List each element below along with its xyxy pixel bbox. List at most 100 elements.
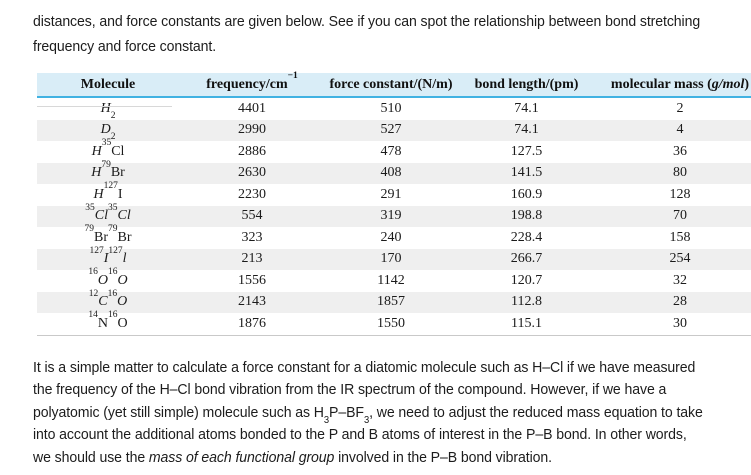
bond-length-cell: 141.5: [457, 162, 596, 184]
molecule-cell: 12C16O: [37, 288, 179, 313]
force-constant-cell: 319: [325, 205, 457, 227]
molecule-cell: 14N16O: [37, 310, 179, 336]
paragraph-line: into account the additional atoms bonded…: [33, 424, 749, 447]
text-segment: 16: [108, 267, 118, 278]
molecular-mass-cell: 128: [669, 186, 691, 202]
paragraph-line: the frequency of the H–Cl bond vibration…: [33, 379, 749, 402]
text-segment: Cl: [111, 143, 125, 159]
text-segment: H: [100, 100, 111, 116]
text-segment: 35: [101, 138, 112, 149]
table-row: H2 4401 510 74.1 2: [37, 97, 751, 121]
molecule-cell: H79Br: [37, 160, 179, 184]
text-segment: 3: [363, 414, 370, 426]
text-segment: I: [117, 186, 123, 202]
force-constant-cell: 1550: [325, 313, 457, 336]
text-segment: 127: [89, 245, 104, 256]
text-segment: It is a simple matter to calculate a for…: [33, 358, 696, 376]
text-segment: 14: [88, 310, 98, 321]
bond-length-cell: 127.5: [510, 143, 543, 159]
molecular-mass-cell: 158: [669, 229, 691, 245]
table-row: 79Br79Br 323 240 228.4 158: [37, 224, 751, 249]
molecular-mass-cell: 70: [596, 205, 751, 227]
frequency-cell: 2143: [179, 291, 325, 313]
text-segment: Molecule: [80, 77, 136, 92]
text-segment: we should use the: [33, 448, 149, 466]
molecule-cell: 35Cl35Cl: [37, 202, 179, 227]
text-segment: 16: [108, 310, 118, 321]
frequency-cell: 4401: [238, 100, 266, 116]
text-segment: ): [744, 77, 750, 92]
document-page: distances, and force constants are given…: [0, 9, 751, 475]
text-segment: l: [122, 251, 127, 267]
text-segment: 79: [84, 224, 95, 235]
text-segment: 35: [108, 202, 118, 213]
text-segment: distances, and force constants are given…: [33, 13, 701, 30]
text-segment: g/mol: [711, 77, 745, 92]
frequency-cell: 1556: [238, 272, 266, 288]
molecule-data-table: Molecule frequency/cm−1 force constant/(N/…: [37, 71, 751, 336]
text-segment: P–BF: [329, 403, 364, 421]
text-segment: O: [117, 294, 128, 310]
molecule-cell: H127I: [37, 181, 179, 206]
force-constant-cell: 1857: [325, 291, 457, 313]
molecular-mass-cell: 2: [676, 100, 684, 116]
text-segment: bond length/(pm): [474, 77, 579, 92]
paragraph-line: frequency and force constant.: [33, 34, 749, 59]
text-segment: C: [98, 294, 108, 310]
text-segment: , we need to adjust the reduced mass equ…: [369, 403, 703, 421]
force-constant-cell: 510: [380, 100, 402, 116]
text-segment: frequency and force constant.: [33, 38, 217, 55]
table-row: 14N16O 1876 1550 115.1 30: [37, 310, 751, 336]
text-segment: I: [103, 251, 109, 267]
text-segment: 16: [88, 267, 98, 278]
paragraph-line: polyatomic (yet still simple) molecule s…: [33, 402, 749, 426]
intro-paragraph: distances, and force constants are given…: [33, 9, 749, 59]
molecular-mass-cell: 32: [673, 272, 687, 288]
column-header-force-constant: force constant/(N/m): [325, 73, 457, 98]
text-segment: polyatomic (yet still simple) molecule s…: [33, 403, 324, 421]
force-constant-cell: 1142: [377, 272, 405, 288]
table-row: H79Br 2630 408 141.5 80: [37, 160, 751, 184]
molecular-mass-cell: 30: [596, 313, 751, 336]
text-segment: 79: [108, 224, 118, 235]
molecule-cell: 16O16O: [37, 267, 179, 292]
paragraph-line: we should use the mass of each functiona…: [33, 447, 749, 470]
bond-length-cell: 198.8: [457, 205, 596, 227]
column-header-bond-length: bond length/(pm): [457, 73, 596, 98]
text-segment: 2: [110, 110, 116, 121]
text-segment: D: [100, 122, 111, 138]
text-segment: −1: [287, 71, 298, 82]
paragraph-line: It is a simple matter to calculate a for…: [33, 357, 749, 380]
bond-length-cell: 74.1: [457, 119, 596, 141]
column-header-molecule: Molecule: [37, 73, 179, 98]
text-segment: 127: [108, 245, 123, 256]
table-row: 16O16O 1556 1142 120.7 32: [37, 267, 751, 292]
outro-paragraph: It is a simple matter to calculate a for…: [33, 357, 749, 470]
frequency-cell: 2230: [238, 186, 266, 202]
table-row: H127I 2230 291 160.9 128: [37, 181, 751, 206]
frequency-cell: 1876: [179, 313, 325, 336]
table-row: 127I127l 213 170 266.7 254: [37, 245, 751, 270]
table-row: 12C16O 2143 1857 112.8 28: [37, 288, 751, 313]
text-segment: molecular mass (: [610, 77, 712, 92]
molecule-cell: H2: [37, 97, 179, 121]
molecule-cell: H35Cl: [37, 138, 179, 163]
force-constant-cell: 240: [380, 229, 402, 245]
text-segment: into account the additional atoms bonded…: [33, 426, 687, 443]
molecule-cell: D2: [37, 119, 179, 142]
paragraph-line: distances, and force constants are given…: [33, 9, 749, 34]
text-segment: 35: [85, 202, 95, 213]
text-segment: Br: [94, 229, 108, 245]
bond-length-cell: 112.8: [457, 291, 596, 313]
force-constant-cell: 170: [325, 248, 457, 270]
bond-length-cell: 74.1: [514, 100, 539, 116]
text-segment: 3: [323, 414, 330, 426]
bond-length-cell: 266.7: [457, 248, 596, 270]
table-header: Molecule frequency/cm−1 force constant/(N/…: [37, 71, 751, 98]
text-segment: O: [97, 272, 108, 288]
text-segment: 16: [107, 288, 118, 299]
text-segment: Cl: [117, 208, 131, 224]
molecular-mass-cell: 28: [596, 291, 751, 313]
text-segment: 127: [103, 181, 118, 192]
force-constant-cell: 408: [325, 162, 457, 184]
